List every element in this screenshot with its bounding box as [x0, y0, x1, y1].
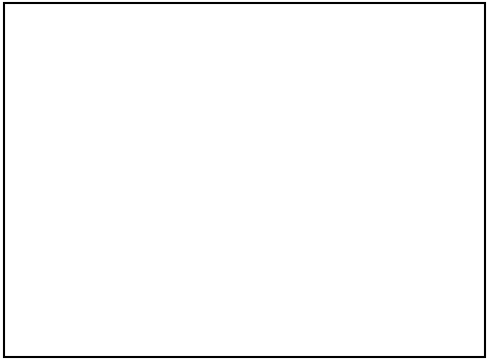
Polygon shape: [149, 151, 278, 208]
Text: 11: 11: [166, 91, 181, 101]
Text: 7: 7: [171, 175, 183, 187]
Text: 17: 17: [313, 175, 328, 185]
Text: 14: 14: [118, 312, 136, 323]
FancyBboxPatch shape: [125, 88, 158, 105]
Text: 9: 9: [352, 147, 359, 157]
Text: 10: 10: [370, 71, 385, 81]
FancyBboxPatch shape: [169, 97, 195, 116]
Text: 1: 1: [141, 73, 148, 89]
FancyBboxPatch shape: [130, 312, 142, 321]
Text: 18: 18: [302, 222, 317, 232]
Polygon shape: [222, 75, 307, 116]
Text: 13: 13: [254, 36, 268, 49]
Text: 16: 16: [299, 312, 313, 323]
FancyBboxPatch shape: [191, 59, 215, 73]
Text: 3: 3: [122, 147, 132, 157]
Text: 2: 2: [44, 162, 57, 172]
Text: 15: 15: [203, 247, 217, 257]
Polygon shape: [164, 151, 266, 158]
Text: 6: 6: [284, 100, 296, 110]
Text: 5: 5: [45, 68, 58, 78]
Text: 8: 8: [328, 125, 335, 135]
Text: 4: 4: [97, 32, 106, 46]
Text: 12: 12: [197, 51, 211, 61]
